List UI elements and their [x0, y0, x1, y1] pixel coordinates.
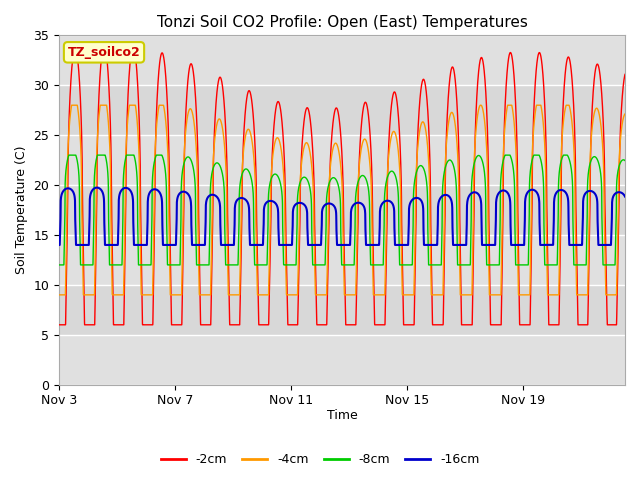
- Bar: [59, 85, 625, 135]
- Legend: -2cm, -4cm, -8cm, -16cm: -2cm, -4cm, -8cm, -16cm: [156, 448, 484, 471]
- Y-axis label: Soil Temperature (C): Soil Temperature (C): [15, 146, 28, 274]
- Bar: [59, 135, 625, 185]
- Bar: [59, 335, 625, 384]
- Title: Tonzi Soil CO2 Profile: Open (East) Temperatures: Tonzi Soil CO2 Profile: Open (East) Temp…: [157, 15, 527, 30]
- Bar: [59, 185, 625, 235]
- X-axis label: Time: Time: [326, 409, 358, 422]
- Bar: [59, 235, 625, 285]
- Bar: [59, 36, 625, 85]
- Bar: [59, 285, 625, 335]
- Text: TZ_soilco2: TZ_soilco2: [68, 46, 140, 59]
